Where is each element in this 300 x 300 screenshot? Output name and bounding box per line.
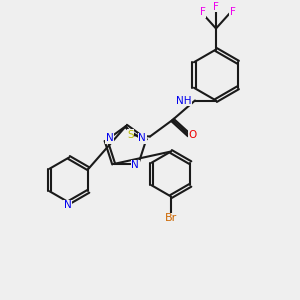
- Text: O: O: [188, 130, 197, 140]
- Text: N: N: [106, 133, 113, 143]
- Text: F: F: [213, 2, 219, 12]
- Text: F: F: [230, 7, 236, 17]
- Text: Br: Br: [165, 213, 177, 223]
- Text: N: N: [139, 133, 146, 143]
- Text: F: F: [200, 7, 206, 17]
- Text: S: S: [127, 130, 134, 140]
- Text: N: N: [64, 200, 71, 211]
- Text: N: N: [131, 160, 139, 170]
- Text: NH: NH: [176, 95, 191, 106]
